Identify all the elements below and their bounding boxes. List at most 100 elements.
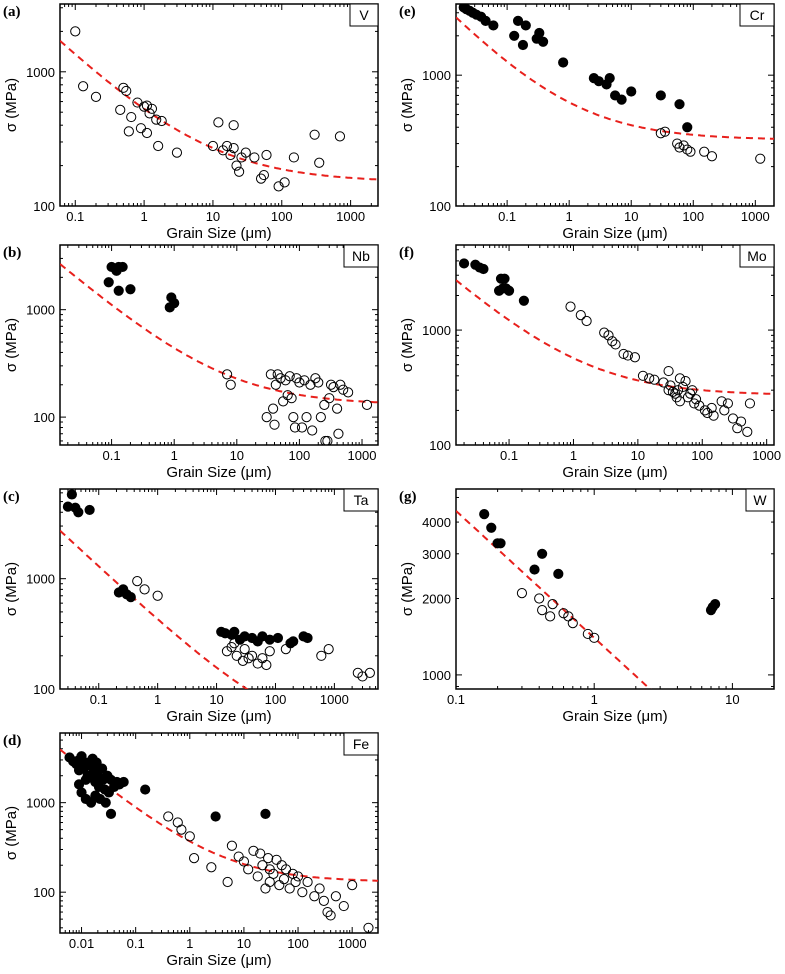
x-tick-label: 100: [287, 936, 309, 951]
open-data-point: [325, 379, 337, 390]
open-data-point: [163, 811, 174, 822]
open-data-point: [545, 611, 556, 622]
filled-data-point: [100, 797, 111, 808]
open-data-point: [176, 824, 187, 835]
y-tick-label: 1000: [26, 796, 55, 811]
element-label-box: [343, 244, 379, 268]
open-data-point: [231, 650, 242, 661]
filled-data-point: [73, 507, 84, 518]
open-data-point: [644, 373, 655, 384]
open-data-point: [687, 385, 698, 396]
x-tick-label: 1000: [336, 209, 365, 224]
element-label-box: [745, 488, 775, 512]
y-axis-title: σ (MPa): [399, 562, 416, 616]
filled-data-point: [210, 811, 221, 822]
open-data-point: [307, 425, 318, 436]
open-data-point: [567, 617, 578, 629]
open-data-point: [659, 126, 671, 137]
y-tick-label: 1000: [26, 572, 55, 587]
panel-letter: (d): [3, 733, 21, 749]
open-data-point: [682, 144, 693, 155]
data-layer: [456, 4, 774, 164]
filled-data-point: [529, 564, 540, 575]
open-data-point: [332, 403, 343, 414]
x-tick-label: 1000: [338, 936, 367, 951]
filled-data-point: [140, 784, 151, 795]
open-data-point: [309, 129, 320, 140]
open-data-point: [243, 653, 254, 664]
filled-data-point: [534, 27, 545, 39]
open-data-point: [240, 147, 251, 158]
open-data-point: [258, 169, 270, 181]
open-data-point: [292, 871, 304, 882]
filled-data-point: [707, 601, 718, 613]
filled-data-point: [616, 94, 627, 105]
data-layer: [60, 748, 378, 933]
open-data-point: [755, 153, 766, 164]
filled-data-point: [103, 277, 114, 288]
filled-data-point: [260, 808, 271, 819]
filled-data-point: [125, 592, 136, 603]
x-tick-label: 10: [237, 936, 251, 951]
open-data-point: [290, 876, 301, 888]
open-data-point: [255, 848, 266, 859]
filled-data-point: [537, 36, 549, 47]
open-data-point: [547, 599, 558, 610]
open-data-point: [213, 117, 224, 128]
element-label-box: [739, 244, 775, 268]
element-label: Cr: [750, 7, 765, 23]
filled-data-point: [288, 636, 299, 647]
x-tick-label: 100: [265, 692, 287, 707]
y-axis-title: σ (MPa): [3, 806, 20, 860]
filled-data-point: [503, 285, 515, 296]
open-data-point: [699, 405, 711, 416]
open-data-point: [288, 152, 299, 163]
open-data-point: [123, 126, 134, 137]
x-tick-label: 1000: [752, 448, 781, 463]
filled-data-point: [458, 258, 470, 269]
open-data-point: [207, 140, 219, 152]
y-axis-title: σ (MPa): [3, 78, 20, 132]
open-data-point: [184, 831, 195, 842]
open-data-point: [141, 127, 153, 139]
open-data-point: [708, 410, 719, 421]
open-data-point: [228, 143, 239, 154]
open-data-point: [314, 157, 325, 168]
open-data-point: [685, 388, 696, 399]
hall-petch-fit-line: [456, 279, 774, 395]
open-data-point: [610, 339, 621, 350]
x-tick-label: 0.1: [103, 448, 121, 463]
x-axis-title: Grain Size (μm): [562, 225, 667, 242]
open-data-point: [674, 396, 686, 407]
open-data-point: [680, 375, 691, 387]
open-data-point: [318, 895, 329, 906]
open-data-point: [70, 26, 81, 37]
panel-letter: (a): [3, 4, 21, 20]
open-data-point: [735, 416, 747, 427]
y-tick-label: 1000: [26, 303, 55, 318]
open-data-point: [225, 149, 236, 161]
panel-e: 0.1 1 10 100 1000 100 1000 Grain Size (μm) σ (MP…: [399, 3, 775, 242]
open-data-point: [255, 173, 267, 184]
x-tick-label: 1: [171, 448, 178, 463]
filled-data-point: [73, 779, 85, 790]
panel-a: 0.1 1 10 100 1000 100 1000 Grain Size (μm) σ (MP…: [3, 3, 379, 242]
filled-data-point: [113, 285, 124, 296]
filled-data-point: [105, 808, 117, 819]
open-data-point: [314, 883, 325, 894]
open-data-point: [618, 348, 629, 360]
open-data-point: [265, 369, 276, 380]
open-data-point: [274, 879, 285, 891]
open-data-point: [151, 114, 162, 125]
x-tick-label: 10: [230, 448, 244, 463]
x-tick-label: 1: [186, 936, 193, 951]
open-data-point: [78, 81, 89, 92]
x-axis-title: Grain Size (μm): [166, 464, 271, 481]
x-tick-label: 10: [624, 209, 638, 224]
open-data-point: [153, 140, 164, 152]
y-tick-label: 1000: [422, 323, 451, 338]
filled-data-point: [479, 509, 490, 520]
open-data-point: [278, 396, 289, 407]
data-layer: [60, 26, 378, 192]
hall-petch-fit-line: [456, 16, 774, 140]
